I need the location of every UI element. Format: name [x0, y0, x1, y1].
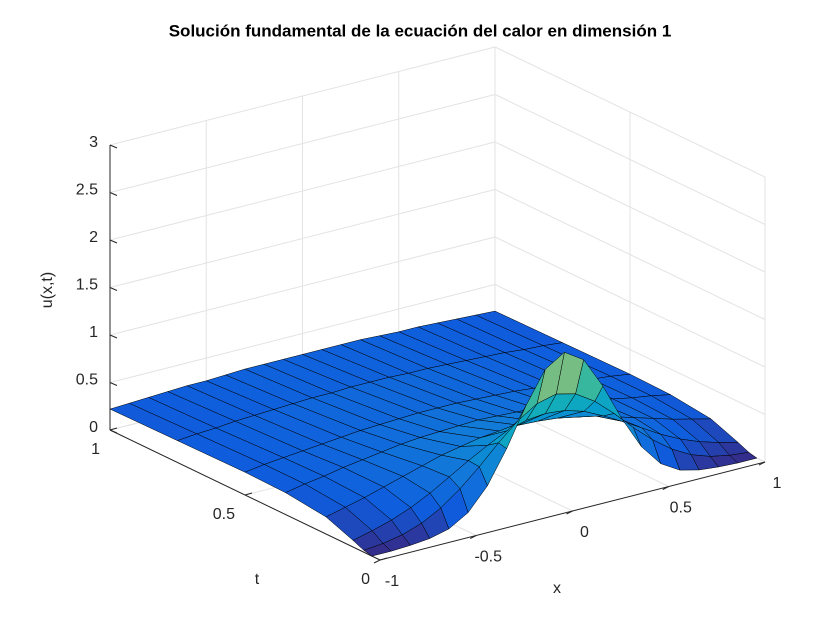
z-axis-label: u(x,t) [39, 272, 56, 308]
tick-mark [109, 239, 118, 244]
tick-mark [566, 510, 573, 515]
tick-mark [379, 557, 388, 561]
grid-line [109, 141, 496, 241]
x-tick-label: 0 [580, 524, 589, 541]
grid-line [494, 141, 766, 273]
y-axis-label: t [255, 571, 260, 588]
chart-title: Solución fundamental de la ecuación del … [169, 21, 672, 40]
tick-mark [470, 535, 477, 539]
grid-line [494, 236, 766, 368]
grid-line [494, 94, 766, 225]
tick-mark [662, 486, 669, 490]
z-tick-label: 2.5 [76, 182, 98, 199]
tick-mark [758, 461, 766, 466]
grid-line [109, 189, 496, 288]
x-axis-label: x [553, 580, 561, 597]
z-tick-label: 2 [89, 229, 98, 246]
z-tick-label: 0.5 [76, 372, 98, 389]
tick-mark [109, 144, 118, 149]
x-tick-label: 1 [773, 475, 782, 492]
surface-patch [363, 543, 392, 557]
grid-line [494, 284, 766, 415]
z-tick-label: 3 [89, 134, 98, 151]
y-tick-label: 0 [361, 571, 370, 588]
z-tick-label: 1 [89, 324, 98, 341]
grid-line [109, 94, 496, 193]
tick-mark [109, 334, 118, 339]
x-tick-label: 0.5 [670, 500, 692, 517]
tick-mark [244, 492, 253, 496]
grid-line [109, 236, 496, 336]
grid-line [109, 284, 496, 383]
grid-line [494, 189, 766, 320]
x-tick-label: -1 [385, 573, 399, 590]
tick-mark [109, 382, 118, 386]
tick-mark [109, 192, 118, 196]
grid-line [109, 46, 496, 146]
y-tick-label: 0.5 [213, 506, 235, 523]
tick-mark [109, 427, 118, 431]
tick-mark [109, 429, 118, 434]
y-tick-label: 1 [91, 441, 100, 458]
tick-mark [109, 287, 118, 291]
grid-line [494, 46, 766, 178]
z-tick-label: 0 [89, 419, 98, 436]
x-tick-label: -0.5 [474, 549, 502, 566]
z-tick-label: 1.5 [76, 277, 98, 294]
tick-mark [373, 559, 381, 564]
